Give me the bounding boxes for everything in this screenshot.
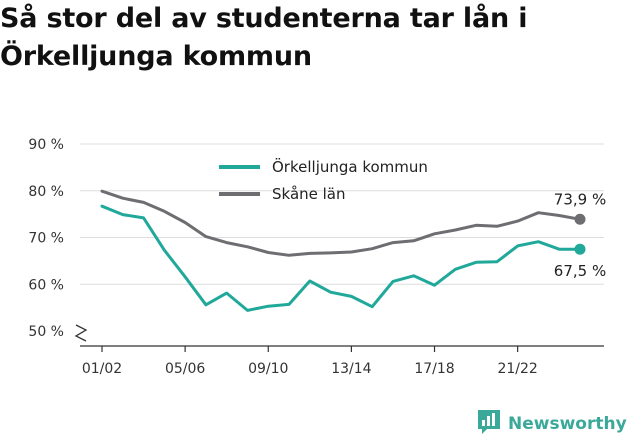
legend-label: Skåne län xyxy=(272,185,346,203)
x-tick-label: 21/22 xyxy=(497,361,537,377)
x-tick-label: 01/02 xyxy=(82,361,122,377)
end-label-skane: 73,9 % xyxy=(554,190,606,208)
y-tick-label: 50 % xyxy=(28,324,64,340)
y-tick-label: 90 % xyxy=(28,137,64,153)
x-tick-label: 09/10 xyxy=(248,361,288,377)
y-axis: 90 % 80 % 70 % 60 % 50 % xyxy=(28,137,88,342)
end-label-orkelljunga: 67,5 % xyxy=(554,262,606,280)
end-point xyxy=(574,243,586,255)
end-point xyxy=(574,213,586,225)
brand-name: Newsworthy xyxy=(508,414,627,434)
y-tick-label: 60 % xyxy=(28,277,64,293)
y-tick-label: 70 % xyxy=(28,231,64,247)
newsworthy-logo[interactable]: Newsworthy xyxy=(476,408,627,440)
x-axis: 01/02 05/06 09/10 13/14 17/18 21/22 xyxy=(80,345,604,377)
chart-title: Så stor del av studenterna tar lån i Örk… xyxy=(0,3,528,72)
chart-logo-icon xyxy=(476,408,502,440)
axis-break-icon xyxy=(74,324,88,342)
end-labels: 73,9 % 67,5 % xyxy=(554,190,606,280)
y-tick-label: 80 % xyxy=(28,184,64,200)
x-tick-label: 17/18 xyxy=(414,361,454,377)
legend: Örkelljunga kommun Skåne län xyxy=(219,157,428,203)
series-line xyxy=(100,204,582,312)
legend-label: Örkelljunga kommun xyxy=(272,157,428,176)
grid xyxy=(80,143,604,285)
series-line xyxy=(100,189,582,257)
series-group xyxy=(100,189,586,312)
x-tick-label: 13/14 xyxy=(331,361,371,377)
x-tick-label: 05/06 xyxy=(165,361,205,377)
